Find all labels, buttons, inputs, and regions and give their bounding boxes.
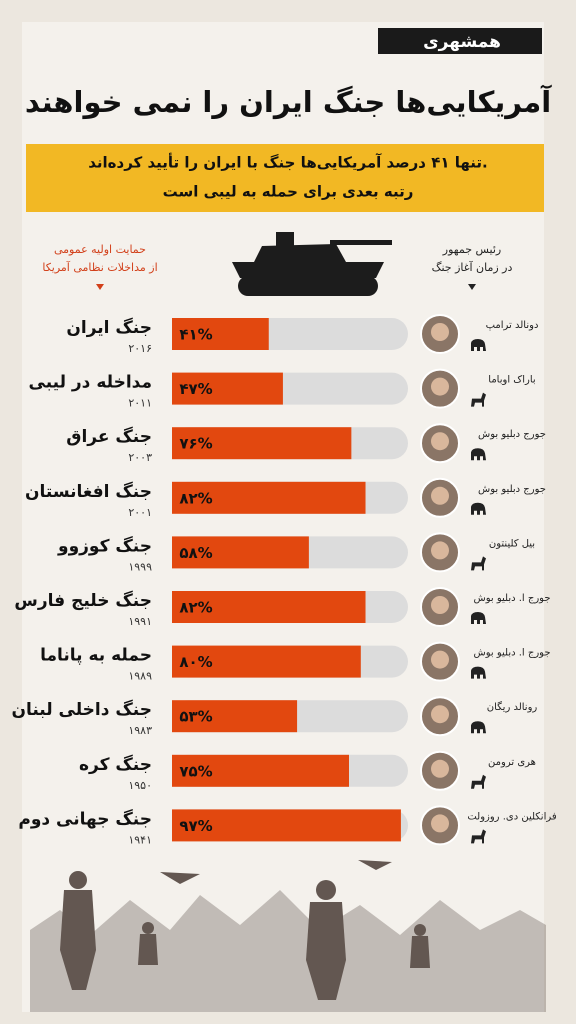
bar [172, 318, 269, 350]
party-icon [471, 448, 486, 461]
party-icon [471, 721, 486, 734]
president-name: دونالد ترامپ [486, 320, 539, 331]
category-label: جنگ خلیج فارس [14, 590, 152, 611]
portrait-face [431, 814, 449, 833]
portrait-face [431, 759, 449, 778]
party-icon [471, 774, 486, 789]
party-icon [471, 666, 486, 679]
year-label: ۱۹۸۹ [128, 670, 152, 683]
year-label: ۲۰۰۱ [128, 506, 152, 519]
category-label: جنگ عراق [66, 426, 152, 447]
president-name: جورج دبلیو بوش [478, 484, 546, 495]
party-icon [471, 829, 486, 844]
party-icon [471, 612, 486, 624]
category-label: جنگ داخلی لبنان [11, 699, 152, 720]
president-name: جورج ا. دبلیو بوش [473, 593, 550, 604]
president-name: جورج ا. دبلیو بوش [473, 648, 550, 659]
year-label: ۲۰۰۳ [128, 451, 152, 464]
president-name: جورج دبلیو بوش [478, 429, 546, 440]
tank [232, 232, 392, 296]
portrait-face [431, 596, 449, 614]
brand-tab [378, 28, 542, 54]
bar [172, 591, 366, 623]
portrait-face [431, 486, 449, 505]
party-icon [471, 556, 486, 571]
year-label: ۱۹۸۳ [128, 724, 152, 737]
value-header: از مداخلات نظامی آمریکا [42, 260, 157, 274]
chart-title: آمریکایی‌ها جنگ ایران را نمی خواهند [25, 84, 552, 119]
value-label: ۸۰% [179, 653, 212, 671]
portrait-face [431, 377, 449, 396]
president-name: هری ترومن [488, 757, 536, 768]
category-label: مداخله در لیبی [29, 373, 152, 393]
category-label: حمله به پاناما [40, 646, 152, 666]
portrait-face [431, 705, 449, 724]
year-label: ۱۹۹۹ [128, 560, 152, 573]
bar [172, 754, 349, 787]
bar [172, 700, 298, 733]
bar [172, 645, 361, 678]
value-label: ۸۲% [179, 489, 212, 507]
category-label: جنگ کره [79, 754, 152, 775]
value-label: ۴۷% [179, 380, 212, 398]
value-label: ۹۷% [179, 817, 212, 835]
value-label: ۴۱% [179, 326, 212, 344]
arrow [96, 284, 104, 290]
president-header: در زمان آغاز جنگ [432, 260, 513, 274]
subtitle-band [26, 144, 544, 212]
year-label: ۱۹۵۰ [128, 779, 152, 792]
value-header: حمایت اولیه عمومی [54, 243, 146, 256]
bar [172, 536, 309, 569]
president-name: رونالد ریگان [487, 701, 538, 713]
subtitle: رتبه بعدی برای حمله به لیبی است [163, 183, 414, 201]
arrow [468, 284, 476, 290]
party-icon [471, 502, 486, 515]
president-name: بیل کلینتون [489, 538, 535, 549]
value-label: ۷۶% [179, 435, 212, 453]
bar [172, 809, 401, 842]
president-header: رئیس جمهور [442, 243, 501, 256]
bar [172, 427, 352, 460]
value-label: ۵۸% [179, 544, 212, 562]
rows: جنگ ایران ۲۰۱۶ ۴۱% دونالد ترامپ مداخله در لی… [11, 314, 557, 846]
portrait-face [431, 541, 449, 560]
subtitle: تنها ۴۱ درصد آمریکایی‌ها جنگ با ایران را… [88, 153, 488, 172]
year-label: ۲۰۱۶ [128, 342, 152, 355]
party-icon [471, 339, 486, 351]
bar [172, 372, 283, 405]
president-name: باراک اوباما [488, 375, 535, 386]
year-label: ۲۰۱۱ [128, 397, 152, 410]
bar [172, 481, 366, 514]
category-label: جنگ کوزوو [57, 535, 152, 556]
value-label: ۵۳% [179, 708, 212, 726]
category-label: جنگ افغانستان [25, 481, 152, 502]
portrait-face [431, 323, 449, 341]
president-name: فرانکلین دی. روزولت [467, 811, 557, 822]
year-label: ۱۹۹۱ [128, 615, 152, 628]
brand: همشهری [423, 32, 501, 52]
value-label: ۷۵% [179, 762, 212, 780]
year-label: ۱۹۴۱ [128, 833, 152, 846]
category-label: جنگ ایران [66, 317, 152, 338]
portrait-face [431, 432, 449, 451]
value-label: ۸۲% [179, 599, 212, 617]
party-icon [471, 392, 486, 407]
portrait-face [431, 650, 449, 669]
battle-scene [30, 860, 546, 1012]
category-label: جنگ جهانی دوم [18, 808, 152, 829]
